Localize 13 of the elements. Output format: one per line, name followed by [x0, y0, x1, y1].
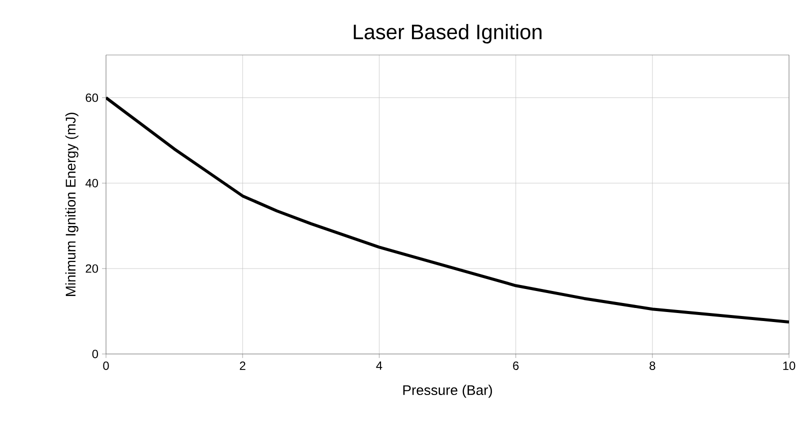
y-tick-label: 40: [85, 178, 98, 188]
y-axis-title: Minimum Ignition Energy (mJ): [65, 112, 78, 296]
x-tick-label: 0: [103, 362, 109, 370]
x-tick-label: 8: [650, 362, 656, 370]
x-tick-label: 6: [513, 362, 519, 370]
x-tick-label: 10: [783, 362, 796, 370]
y-tick-label: 20: [86, 264, 98, 273]
y-tick-label: 0: [92, 350, 98, 358]
x-tick-label: 2: [240, 362, 246, 370]
chart-title: Laser Based Ignition: [354, 24, 542, 44]
y-tick-label: 60: [86, 93, 98, 102]
x-tick-label: 4: [376, 362, 382, 370]
x-axis-title: Pressure (Bar): [403, 384, 492, 398]
